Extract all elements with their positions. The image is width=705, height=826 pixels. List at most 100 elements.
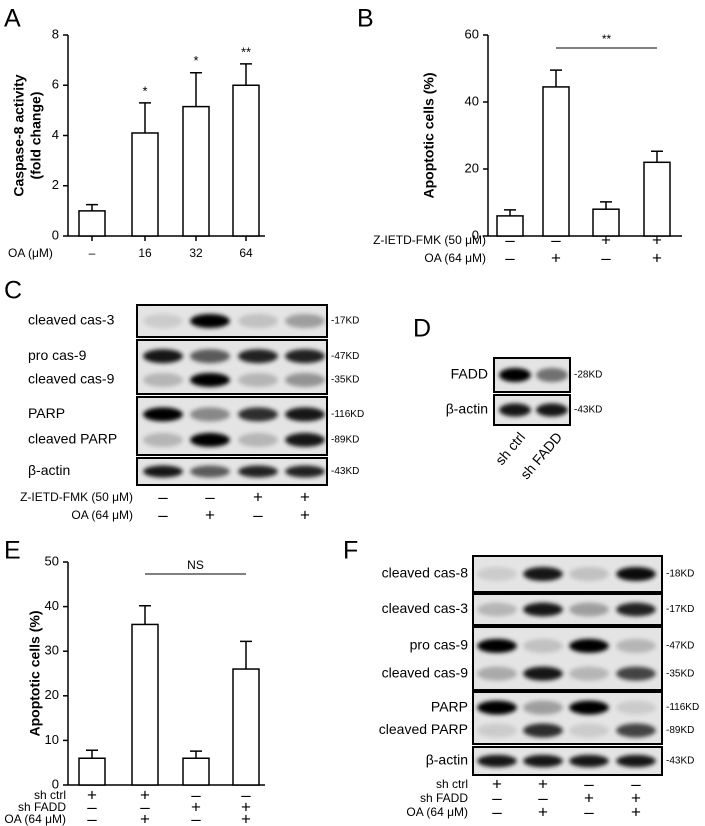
- y-tick-label: 30: [45, 643, 59, 658]
- condition-sign: –: [551, 230, 561, 249]
- bar: [131, 132, 159, 237]
- band: [477, 666, 517, 681]
- condition-sign: +: [652, 230, 662, 249]
- condition-sign: +: [584, 788, 594, 807]
- condition-sign: –: [158, 505, 168, 524]
- condition-label: sh FADD: [18, 800, 66, 814]
- band: [190, 432, 230, 447]
- error-bar: [651, 150, 663, 163]
- size-marker: -35KD: [331, 375, 359, 386]
- condition-sign: +: [551, 248, 561, 267]
- condition-sign: +: [300, 505, 310, 524]
- error-bar: [600, 201, 612, 210]
- band: [499, 403, 531, 417]
- condition-sign: +: [241, 797, 251, 816]
- panel-letter: C: [4, 277, 22, 305]
- band-label: cleaved cas-8: [382, 565, 469, 581]
- y-tick-label: 6: [52, 77, 59, 92]
- band: [143, 465, 183, 478]
- condition-sign: –: [505, 248, 515, 267]
- band: [523, 700, 563, 715]
- y-axis-label: (fold change): [28, 92, 44, 180]
- condition-sign: +: [631, 802, 641, 821]
- band: [238, 432, 278, 447]
- band: [143, 432, 183, 447]
- size-marker: -116KD: [331, 409, 364, 420]
- panel-letter: B: [357, 5, 374, 33]
- significance-label: **: [241, 44, 251, 59]
- band: [238, 465, 278, 478]
- condition-sign: +: [205, 505, 215, 524]
- y-tick-label: 50: [45, 553, 59, 568]
- band-label: β-actin: [426, 752, 468, 768]
- size-marker: -43KD: [574, 405, 602, 416]
- size-marker: -17KD: [331, 316, 359, 327]
- band: [477, 700, 517, 715]
- band-label: pro cas-9: [28, 347, 87, 363]
- error-bar: [86, 749, 98, 759]
- band: [238, 349, 278, 364]
- error-bar: [86, 203, 98, 211]
- bar: [232, 84, 260, 237]
- band: [190, 372, 230, 387]
- band-label: PARP: [431, 698, 468, 714]
- error-bar: [139, 102, 151, 133]
- band-label: FADD: [451, 366, 488, 382]
- band: [143, 314, 183, 328]
- band: [569, 723, 609, 738]
- band: [238, 407, 278, 422]
- band: [523, 723, 563, 738]
- error-bar: [504, 209, 516, 216]
- band: [569, 700, 609, 715]
- condition-sign: +: [191, 797, 201, 816]
- condition-sign: –: [158, 487, 168, 506]
- band: [285, 465, 325, 478]
- y-tick-label: 0: [52, 227, 59, 242]
- condition-sign: –: [140, 797, 150, 816]
- condition-label: OA (64 μM): [71, 508, 133, 522]
- condition-sign: +: [601, 230, 611, 249]
- band: [190, 314, 230, 328]
- band: [523, 567, 563, 581]
- significance-label: *: [193, 53, 198, 68]
- condition-sign: –: [253, 505, 263, 524]
- band: [143, 407, 183, 422]
- x-tick-label: 64: [239, 246, 253, 260]
- condition-label: Z-IETD-FMK (50 μM): [373, 233, 486, 247]
- bar: [182, 757, 210, 786]
- band: [616, 723, 656, 738]
- y-tick-label: 0: [52, 776, 59, 791]
- y-tick-label: 10: [45, 732, 59, 747]
- condition-sign: +: [140, 809, 150, 826]
- size-marker: -43KD: [331, 466, 359, 477]
- size-marker: -17KD: [666, 604, 694, 615]
- size-marker: -116KD: [666, 702, 699, 713]
- band: [190, 465, 230, 478]
- band: [285, 372, 325, 387]
- condition-sign: –: [601, 248, 611, 267]
- y-axis-label: Apoptotic cells (%): [421, 72, 437, 198]
- condition-sign: –: [631, 774, 641, 793]
- band: [616, 754, 656, 768]
- condition-sign: +: [253, 487, 263, 506]
- bar: [78, 757, 106, 786]
- size-marker: -89KD: [331, 435, 359, 446]
- y-tick-label: 40: [465, 93, 479, 108]
- significance-label: *: [142, 83, 147, 98]
- condition-sign: –: [87, 809, 97, 826]
- condition-label: OA (64 μM): [424, 251, 486, 265]
- band: [616, 567, 656, 581]
- band: [569, 666, 609, 681]
- y-tick-label: 20: [45, 687, 59, 702]
- band: [569, 602, 609, 617]
- size-marker: -47KD: [331, 351, 359, 362]
- error-bar: [240, 640, 252, 670]
- condition-sign: –: [492, 802, 502, 821]
- bracket-label: **: [602, 32, 612, 46]
- x-tick-label: 32: [189, 246, 203, 260]
- y-axis-label: Caspase-8 activity: [11, 74, 27, 196]
- condition-sign: +: [492, 774, 502, 793]
- size-marker: -28KD: [574, 370, 602, 381]
- band: [477, 567, 517, 581]
- band: [238, 372, 278, 387]
